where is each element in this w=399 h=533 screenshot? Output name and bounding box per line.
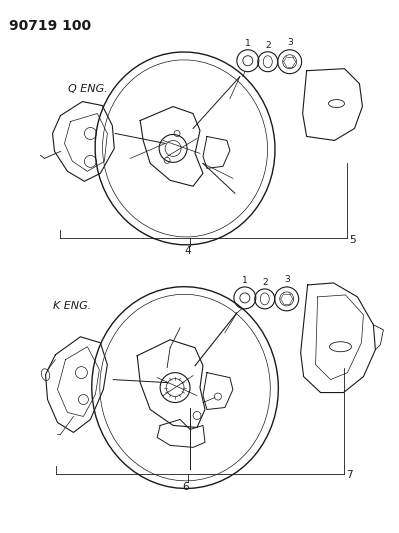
Text: 2: 2 bbox=[265, 41, 271, 50]
Text: 7: 7 bbox=[346, 470, 353, 480]
Text: 4: 4 bbox=[185, 246, 192, 256]
Text: K ENG.: K ENG. bbox=[53, 301, 91, 311]
Text: 6: 6 bbox=[183, 482, 190, 492]
Text: Q ENG.: Q ENG. bbox=[69, 84, 108, 94]
Text: 3: 3 bbox=[284, 275, 290, 284]
Text: 3: 3 bbox=[287, 38, 292, 47]
Text: 5: 5 bbox=[350, 235, 356, 245]
Text: 1: 1 bbox=[245, 39, 251, 48]
Text: 2: 2 bbox=[262, 278, 268, 287]
Text: 1: 1 bbox=[242, 276, 248, 285]
Text: 90719 100: 90719 100 bbox=[9, 19, 91, 33]
